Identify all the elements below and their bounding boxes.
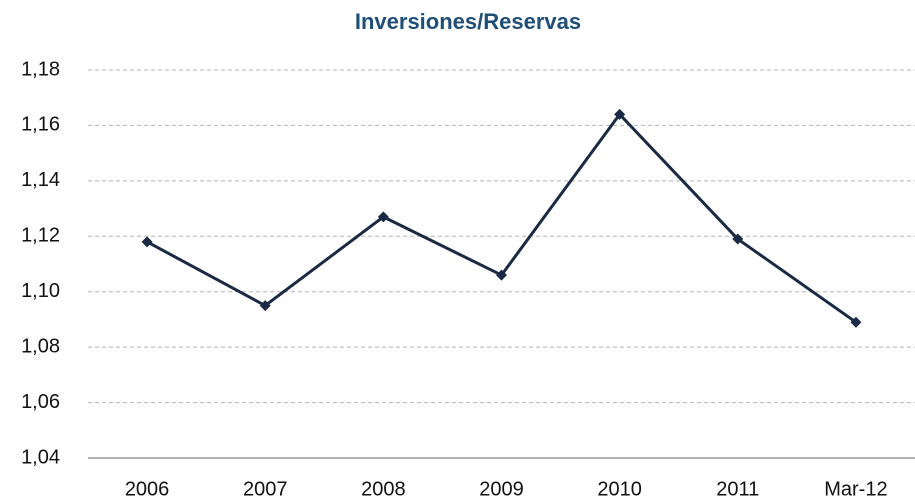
x-tick-label: 2011 [716,478,759,500]
x-tick-label: 2006 [125,478,170,500]
marker [614,108,626,120]
x-tick-label: Mar-12 [824,478,887,500]
x-tick-label: 2010 [597,478,642,500]
marker [732,233,744,245]
marker [496,269,507,281]
y-tick-label: 1,18 [21,58,60,80]
chart-title: Inversiones/Reservas [355,9,581,34]
y-tick-label: 1,06 [21,391,60,413]
y-tick-label: 1,10 [21,280,60,302]
y-tick-label: 1,08 [21,335,60,357]
marker [377,211,389,223]
line [146,112,857,324]
x-tick-label: 2008 [361,478,406,500]
y-tick-label: 1,12 [21,225,60,247]
x-tick-label: 2009 [479,478,524,500]
y-tick-label: 1,04 [21,446,60,468]
y-tick-label: 1,14 [21,169,60,191]
x-tick-label: 2007 [243,478,288,500]
y-tick-label: 1,16 [21,114,60,136]
marker [259,300,271,312]
marker [850,316,862,328]
marker [141,236,153,248]
